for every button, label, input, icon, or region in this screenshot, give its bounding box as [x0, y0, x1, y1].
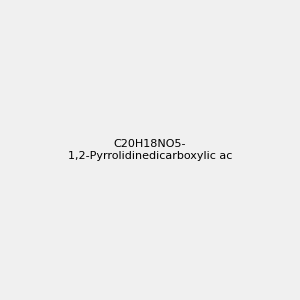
Text: C20H18NO5-
1,2-Pyrrolidinedicarboxylic ac: C20H18NO5- 1,2-Pyrrolidinedicarboxylic a… [68, 139, 232, 161]
